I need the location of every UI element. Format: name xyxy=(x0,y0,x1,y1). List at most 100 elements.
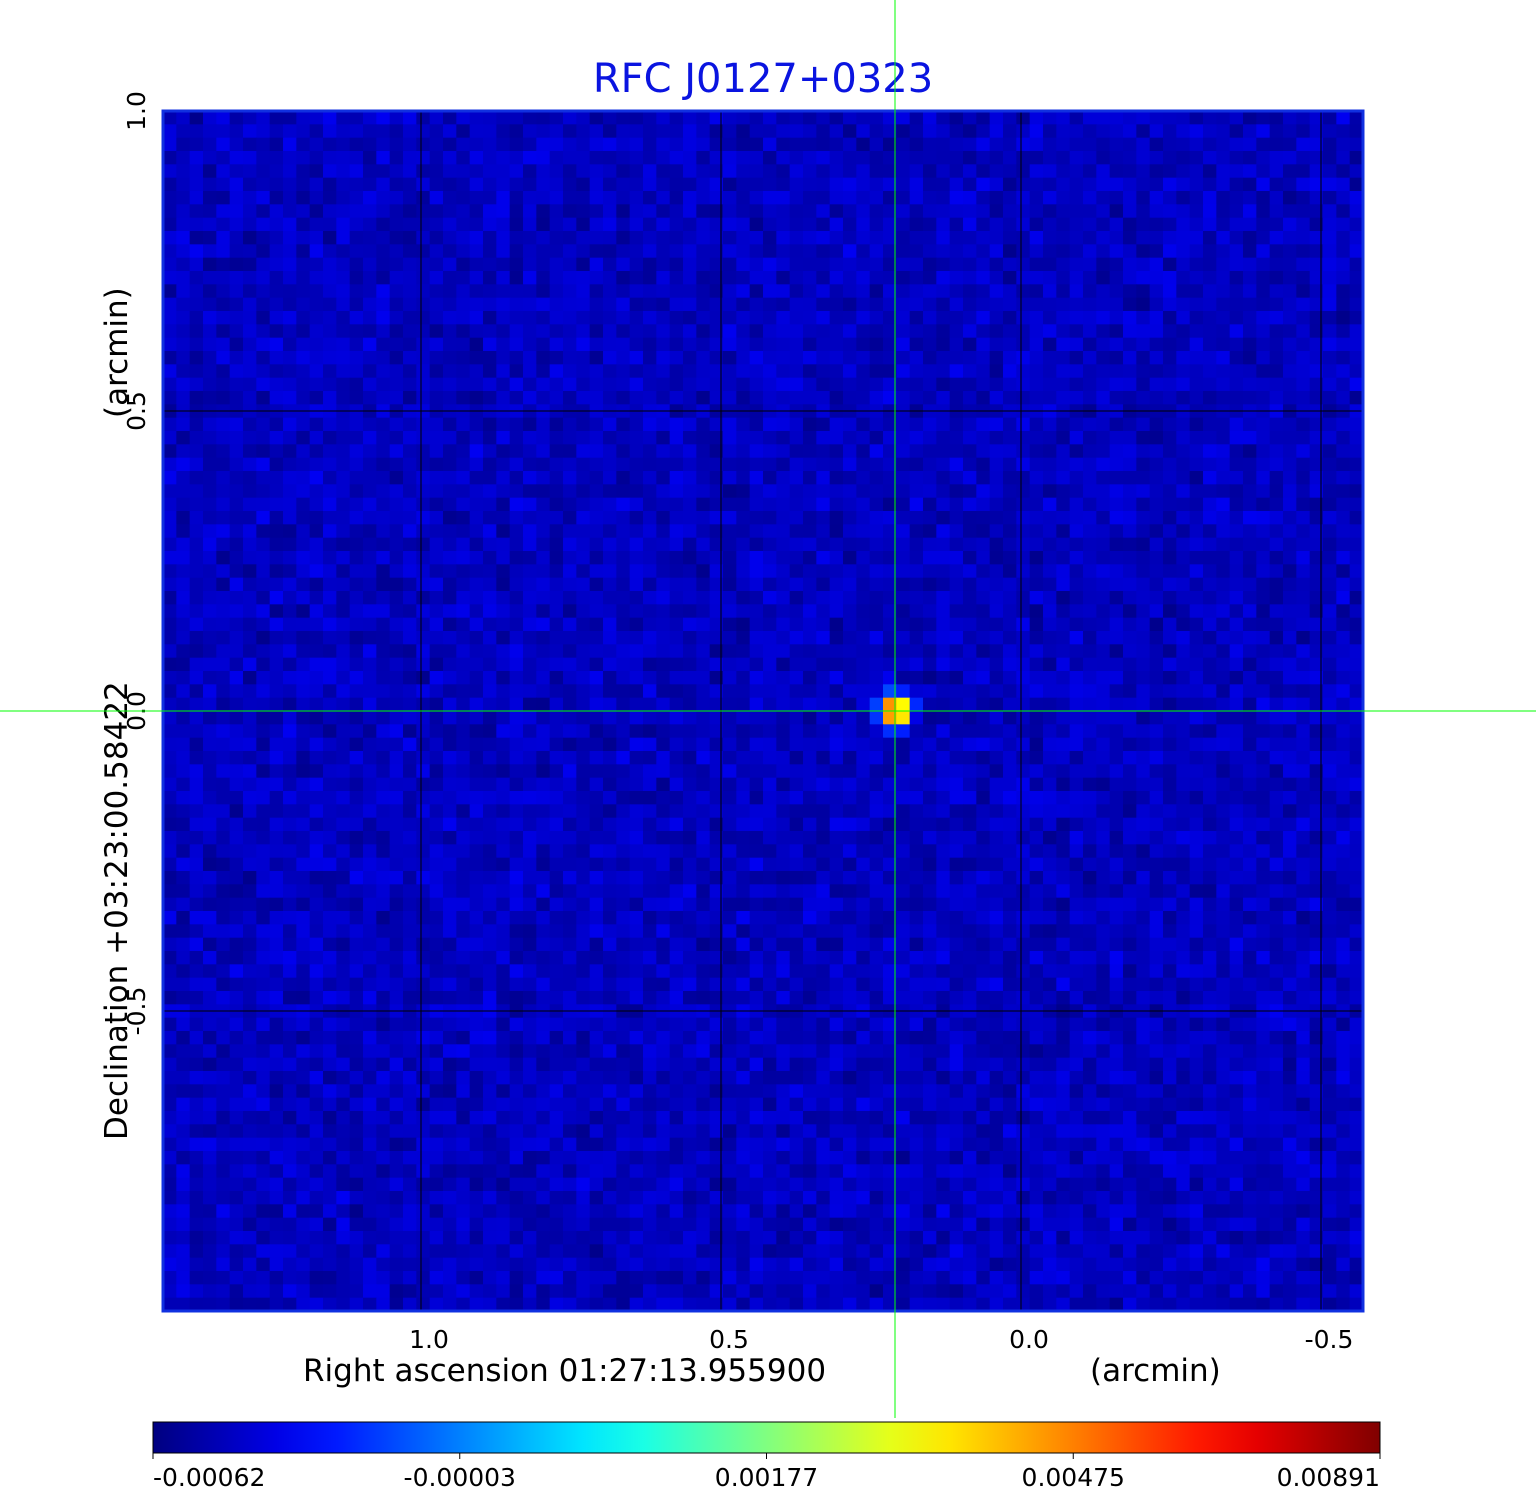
heatmap-cell xyxy=(1176,417,1191,432)
heatmap-cell xyxy=(1016,644,1031,659)
heatmap-cell xyxy=(936,191,951,205)
heatmap-cell xyxy=(696,151,711,165)
heatmap-cell xyxy=(216,524,231,539)
heatmap-cell xyxy=(1163,337,1177,352)
heatmap-cell xyxy=(189,684,204,699)
heatmap-cell xyxy=(976,631,991,645)
heatmap-cell xyxy=(283,831,297,845)
heatmap-cell xyxy=(869,764,884,779)
heatmap-cell xyxy=(1336,511,1351,525)
heatmap-cell xyxy=(1229,631,1244,645)
heatmap-cell xyxy=(1176,164,1191,179)
heatmap-cell xyxy=(349,444,364,459)
heatmap-cell xyxy=(883,377,897,392)
heatmap-cell xyxy=(309,444,324,459)
heatmap-cell xyxy=(1029,284,1044,299)
heatmap-cell xyxy=(309,231,324,245)
heatmap-cell xyxy=(723,244,737,259)
heatmap-cell xyxy=(1109,204,1124,219)
heatmap-cell xyxy=(1243,444,1257,459)
heatmap-cell xyxy=(1296,337,1311,352)
heatmap-cell xyxy=(816,604,831,619)
heatmap-cell xyxy=(549,697,564,712)
heatmap-cell xyxy=(229,324,244,339)
heatmap-cell xyxy=(949,524,964,539)
heatmap-cell xyxy=(203,324,217,339)
heatmap-cell xyxy=(723,431,737,445)
heatmap-cell xyxy=(816,737,831,752)
heatmap-cell xyxy=(403,537,417,552)
heatmap-cell xyxy=(523,217,537,232)
heatmap-cell xyxy=(923,791,937,805)
heatmap-cell xyxy=(1243,537,1257,552)
heatmap-cell xyxy=(443,164,457,179)
heatmap-cell xyxy=(683,204,697,219)
heatmap-cell xyxy=(1083,591,1097,605)
heatmap-cell xyxy=(1323,137,1337,152)
heatmap-cell xyxy=(1069,564,1084,579)
heatmap-cell xyxy=(1123,631,1137,645)
heatmap-cell xyxy=(336,644,351,659)
heatmap-cell xyxy=(349,764,364,779)
heatmap-cell xyxy=(803,431,817,445)
heatmap-cell xyxy=(1109,724,1124,739)
heatmap-cell xyxy=(1216,644,1231,659)
heatmap-cell xyxy=(723,711,737,725)
heatmap-cell xyxy=(283,137,297,152)
heatmap-cell xyxy=(456,324,471,339)
heatmap-cell xyxy=(1096,817,1111,832)
heatmap-cell xyxy=(243,431,257,445)
heatmap-cell xyxy=(1096,217,1111,232)
heatmap-cell xyxy=(336,191,351,205)
heatmap-cell xyxy=(1243,364,1257,379)
heatmap-cell xyxy=(1163,417,1177,432)
heatmap-cell xyxy=(989,311,1004,325)
heatmap-cell xyxy=(1109,577,1124,592)
heatmap-cell xyxy=(736,364,751,379)
heatmap-cell xyxy=(336,617,351,632)
heatmap-cell xyxy=(309,817,324,832)
heatmap-cell xyxy=(336,524,351,539)
heatmap-cell xyxy=(1136,417,1151,432)
heatmap-cell xyxy=(803,751,817,765)
heatmap-cell xyxy=(1163,497,1177,512)
heatmap-cell xyxy=(883,497,897,512)
heatmap-cell xyxy=(296,777,311,792)
heatmap-cell xyxy=(989,631,1004,645)
heatmap-cell xyxy=(296,764,311,779)
heatmap-cell xyxy=(683,177,697,192)
heatmap-cell xyxy=(1296,511,1311,525)
heatmap-cell xyxy=(163,631,177,645)
heatmap-cell xyxy=(723,511,737,525)
heatmap-cell xyxy=(1003,364,1017,379)
heatmap-cell xyxy=(616,151,631,165)
heatmap-cell xyxy=(1043,724,1057,739)
heatmap-cell xyxy=(243,444,257,459)
heatmap-cell xyxy=(843,417,857,432)
heatmap-cell xyxy=(749,231,764,245)
heatmap-cell xyxy=(989,511,1004,525)
heatmap-cell xyxy=(1136,577,1151,592)
heatmap-cell xyxy=(483,644,497,659)
heatmap-cell xyxy=(763,764,777,779)
heatmap-cell xyxy=(1243,164,1257,179)
heatmap-cell xyxy=(936,217,951,232)
heatmap-cell xyxy=(803,457,817,472)
heatmap-cell xyxy=(456,271,471,285)
heatmap-cell xyxy=(443,311,457,325)
heatmap-cell xyxy=(1003,577,1017,592)
heatmap-cell xyxy=(883,684,897,699)
heatmap-cell xyxy=(656,217,671,232)
heatmap-cell xyxy=(496,604,511,619)
heatmap-cell xyxy=(283,777,297,792)
heatmap-cell xyxy=(643,377,657,392)
heatmap-cell xyxy=(1349,671,1364,685)
heatmap-cell xyxy=(229,711,244,725)
heatmap-cell xyxy=(243,844,257,859)
heatmap-cell xyxy=(403,337,417,352)
heatmap-cell xyxy=(203,764,217,779)
heatmap-cell xyxy=(803,484,817,499)
heatmap-cell xyxy=(229,217,244,232)
heatmap-cell xyxy=(376,804,391,819)
heatmap-cell xyxy=(696,257,711,272)
